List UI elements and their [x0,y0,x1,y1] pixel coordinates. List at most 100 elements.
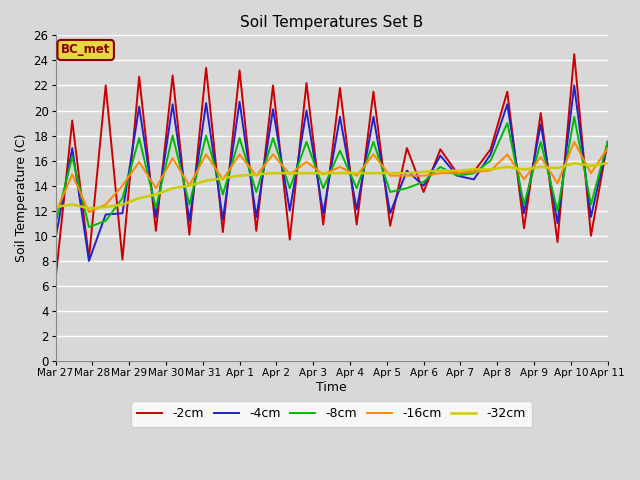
X-axis label: Time: Time [316,381,347,394]
-4cm [453,173,461,179]
-16cm [202,152,210,157]
-16cm [303,159,310,165]
Line: -32cm: -32cm [56,163,608,208]
-32cm [403,170,411,176]
-4cm [570,83,578,88]
-4cm [85,258,93,264]
-8cm [336,148,344,154]
-2cm [102,83,109,88]
-4cm [169,101,177,107]
-2cm [387,223,394,228]
-8cm [387,189,394,195]
-2cm [269,83,277,88]
-32cm [470,167,477,172]
-32cm [453,168,461,174]
-2cm [470,169,477,175]
-32cm [236,173,243,179]
-8cm [186,202,193,207]
-2cm [520,226,528,231]
-8cm [353,185,360,191]
-8cm [403,185,411,191]
-32cm [604,160,612,166]
-2cm [52,277,60,283]
-16cm [169,155,177,161]
-32cm [186,183,193,189]
-2cm [554,239,561,245]
-4cm [470,177,477,182]
-8cm [587,202,595,207]
-4cm [135,104,143,109]
-16cm [286,171,294,177]
-4cm [286,208,294,214]
-2cm [403,145,411,151]
-16cm [102,202,109,207]
Y-axis label: Soil Temperature (C): Soil Temperature (C) [15,134,28,263]
-2cm [319,222,327,228]
-16cm [236,152,243,157]
-16cm [85,209,93,215]
-16cm [353,173,360,179]
-32cm [169,185,177,191]
-2cm [202,65,210,71]
-2cm [436,146,444,152]
-4cm [152,214,160,220]
-2cm [135,74,143,80]
-16cm [403,173,411,179]
-4cm [420,183,428,189]
-4cm [403,168,411,174]
-2cm [486,146,494,152]
-8cm [118,195,126,201]
-32cm [369,170,377,176]
-4cm [554,220,561,226]
-4cm [236,99,243,105]
-16cm [369,152,377,157]
-2cm [604,139,612,145]
-4cm [219,216,227,222]
-4cm [604,139,612,145]
-4cm [353,206,360,212]
-4cm [336,114,344,120]
-32cm [52,204,60,210]
Line: -16cm: -16cm [56,142,608,213]
-32cm [420,169,428,175]
-8cm [420,179,428,185]
-16cm [152,185,160,191]
-32cm [219,175,227,181]
-16cm [470,169,477,175]
-8cm [286,185,294,191]
-32cm [537,164,545,170]
-2cm [587,233,595,239]
-32cm [319,170,327,176]
-32cm [286,170,294,176]
-2cm [236,68,243,73]
-8cm [470,170,477,176]
-8cm [252,189,260,195]
-32cm [135,195,143,201]
-4cm [369,114,377,120]
-4cm [387,210,394,216]
-16cm [537,154,545,160]
-2cm [85,255,93,261]
-4cm [68,145,76,151]
Title: Soil Temperatures Set B: Soil Temperatures Set B [240,15,423,30]
-32cm [118,202,126,207]
-4cm [102,212,109,217]
-16cm [52,210,60,216]
Line: -2cm: -2cm [56,54,608,280]
-4cm [52,236,60,241]
-32cm [252,171,260,177]
-8cm [219,192,227,197]
-2cm [336,85,344,91]
-32cm [353,170,360,176]
-8cm [537,139,545,145]
-8cm [85,224,93,230]
Line: -4cm: -4cm [56,85,608,261]
-8cm [269,135,277,141]
-4cm [436,153,444,158]
-8cm [52,220,60,226]
-8cm [236,135,243,141]
-16cm [68,171,76,177]
-2cm [169,72,177,78]
-32cm [303,170,310,176]
-4cm [504,101,511,107]
